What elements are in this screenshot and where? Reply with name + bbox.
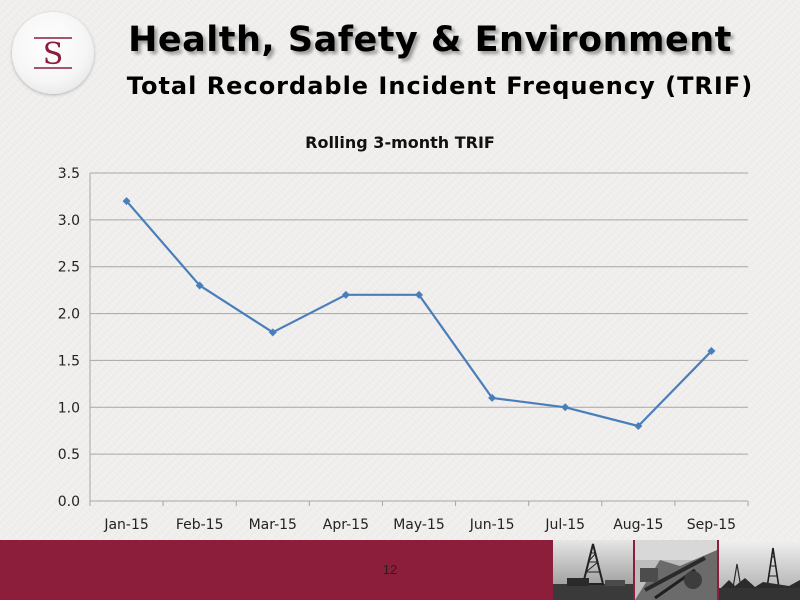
rig-equipment-photo: [635, 540, 717, 600]
slide-title: Health, Safety & Environment: [128, 20, 732, 60]
data-point-marker: [122, 197, 131, 206]
x-tick-label: Jun-15: [469, 517, 515, 533]
data-point-marker: [634, 422, 643, 431]
slide-subtitle: Total Recordable Incident Frequency (TRI…: [126, 72, 754, 100]
y-tick-label: 0.5: [58, 447, 80, 463]
series-trif: [122, 197, 716, 431]
x-tick-label: Jul-15: [544, 517, 585, 533]
x-tick-label: Jan-15: [103, 517, 148, 533]
x-tick-label: Apr-15: [323, 517, 369, 533]
data-point-marker: [268, 328, 277, 337]
data-point-marker: [415, 290, 423, 299]
x-tick-label: Sep-15: [687, 517, 736, 533]
data-point-marker: [561, 403, 570, 412]
chart-gridlines: [90, 172, 748, 502]
x-tick-label: Aug-15: [613, 517, 663, 533]
y-tick-label: 1.5: [58, 353, 80, 369]
x-tick-label: Feb-15: [176, 517, 224, 533]
data-point-marker: [707, 347, 716, 356]
data-point-marker: [195, 281, 204, 290]
oilfield-derricks-photo: [719, 540, 800, 600]
chart-axes: [89, 173, 749, 506]
y-tick-label: 1.0: [58, 400, 80, 416]
chart-title: Rolling 3-month TRIF: [305, 133, 495, 152]
y-axis-tick-labels: 0.0 0.5 1.0 1.5 2.0 2.5 3.0 3.5: [58, 166, 80, 510]
page-number: 12: [382, 562, 398, 577]
data-point-marker: [341, 290, 350, 299]
y-tick-label: 3.5: [58, 166, 80, 182]
y-tick-label: 3.0: [58, 213, 80, 229]
trif-line-chart: Rolling 3-month TRIF 0.0 0.5 1.0 1.5 2.0 2.5 3…: [58, 133, 749, 533]
logo-letter: S: [43, 37, 64, 72]
logo-emblem-icon: S: [34, 37, 72, 72]
company-logo: S: [12, 12, 94, 94]
drilling-rig-photo: [553, 540, 633, 600]
slide-background: [0, 0, 800, 540]
data-point-marker: [488, 393, 497, 402]
x-tick-label: May-15: [393, 517, 445, 533]
x-axis-tick-labels: Jan-15 Feb-15 Mar-15 Apr-15 May-15 Jun-15 Jul-…: [103, 517, 736, 533]
y-tick-label: 2.0: [58, 307, 80, 323]
y-tick-label: 0.0: [58, 494, 80, 510]
y-tick-label: 2.5: [58, 260, 80, 276]
x-tick-label: Mar-15: [249, 517, 297, 533]
